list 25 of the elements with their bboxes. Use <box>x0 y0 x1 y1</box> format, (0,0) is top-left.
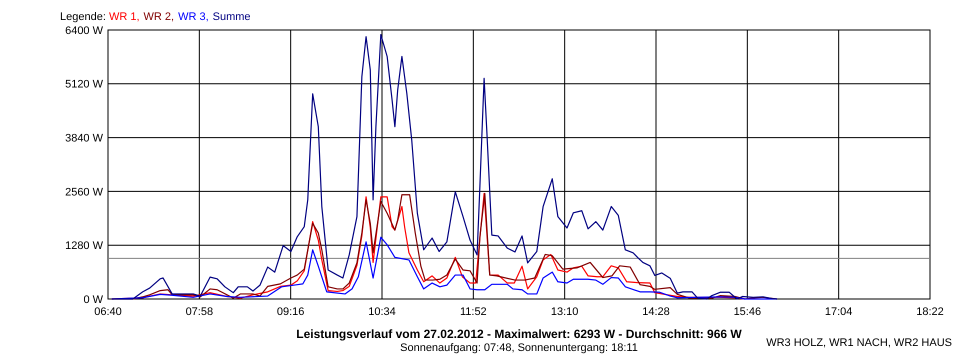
x-tick-label: 14:28 <box>642 306 670 318</box>
y-tick-label: 6400 W <box>65 24 104 37</box>
text: WR3 HOLZ, WR1 NACH, WR2 HAUS <box>766 337 952 349</box>
text: WR 1, <box>108 11 140 23</box>
text: Sonnenaufgang: 07:48, Sonnenuntergang: 18:11 <box>400 342 638 354</box>
x-tick-label: 06:40 <box>94 306 122 318</box>
x-tick-label: 15:46 <box>734 306 762 318</box>
text: WR 2, <box>144 11 174 23</box>
text: Summe <box>212 11 251 23</box>
x-tick-label: 13:10 <box>550 306 578 318</box>
x-tick-label: 11:52 <box>460 306 487 318</box>
x-tick-label: 09:16 <box>276 306 304 318</box>
y-tick-label: 0 W <box>83 294 104 306</box>
y-tick-label: 1280 W <box>65 240 104 252</box>
x-tick-label: 18:22 <box>916 306 944 318</box>
text: WR 3, <box>178 11 209 23</box>
text: Leistungsverlauf vom 27.02.2012 - Maximalwert: 6293 W - Durchschnitt: 966 W <box>296 327 742 341</box>
y-tick-label: 5120 W <box>65 78 104 91</box>
y-tick-label: 3840 W <box>65 132 104 144</box>
line-series <box>111 34 778 300</box>
legend-title: Legende: <box>60 11 109 23</box>
y-tick-label: 2560 W <box>65 186 104 198</box>
x-tick-label: 07:58 <box>186 306 214 318</box>
x-tick-label: 10:34 <box>368 306 396 318</box>
x-tick-label: 17:04 <box>824 306 852 318</box>
